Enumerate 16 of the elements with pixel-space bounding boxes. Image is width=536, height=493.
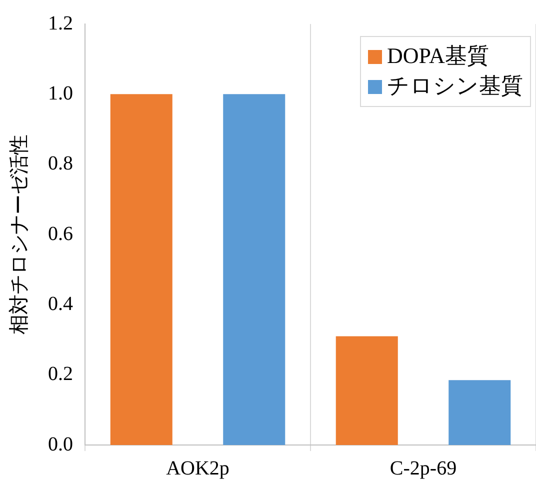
y-axis-title: 相対チロシナーゼ活性 xyxy=(8,134,30,334)
y-tick-label: 0.0 xyxy=(48,433,73,456)
y-tick-label: 0.8 xyxy=(48,152,73,175)
x-tick-label: AOK2p xyxy=(166,457,230,480)
y-tick-label: 0.6 xyxy=(48,222,73,245)
legend-label: チロシン基質 xyxy=(387,72,523,98)
bar xyxy=(448,380,511,445)
x-tick-label: C-2p-69 xyxy=(390,457,457,480)
bar xyxy=(336,336,398,445)
y-tick-label: 1.2 xyxy=(48,12,73,34)
y-tick-label: 0.4 xyxy=(48,292,73,315)
y-tick-label: 1.0 xyxy=(48,82,73,104)
y-tick-label: 0.2 xyxy=(48,363,73,386)
bar xyxy=(223,94,286,445)
bar xyxy=(110,94,172,445)
legend-label: DOPA基質 xyxy=(387,42,489,68)
